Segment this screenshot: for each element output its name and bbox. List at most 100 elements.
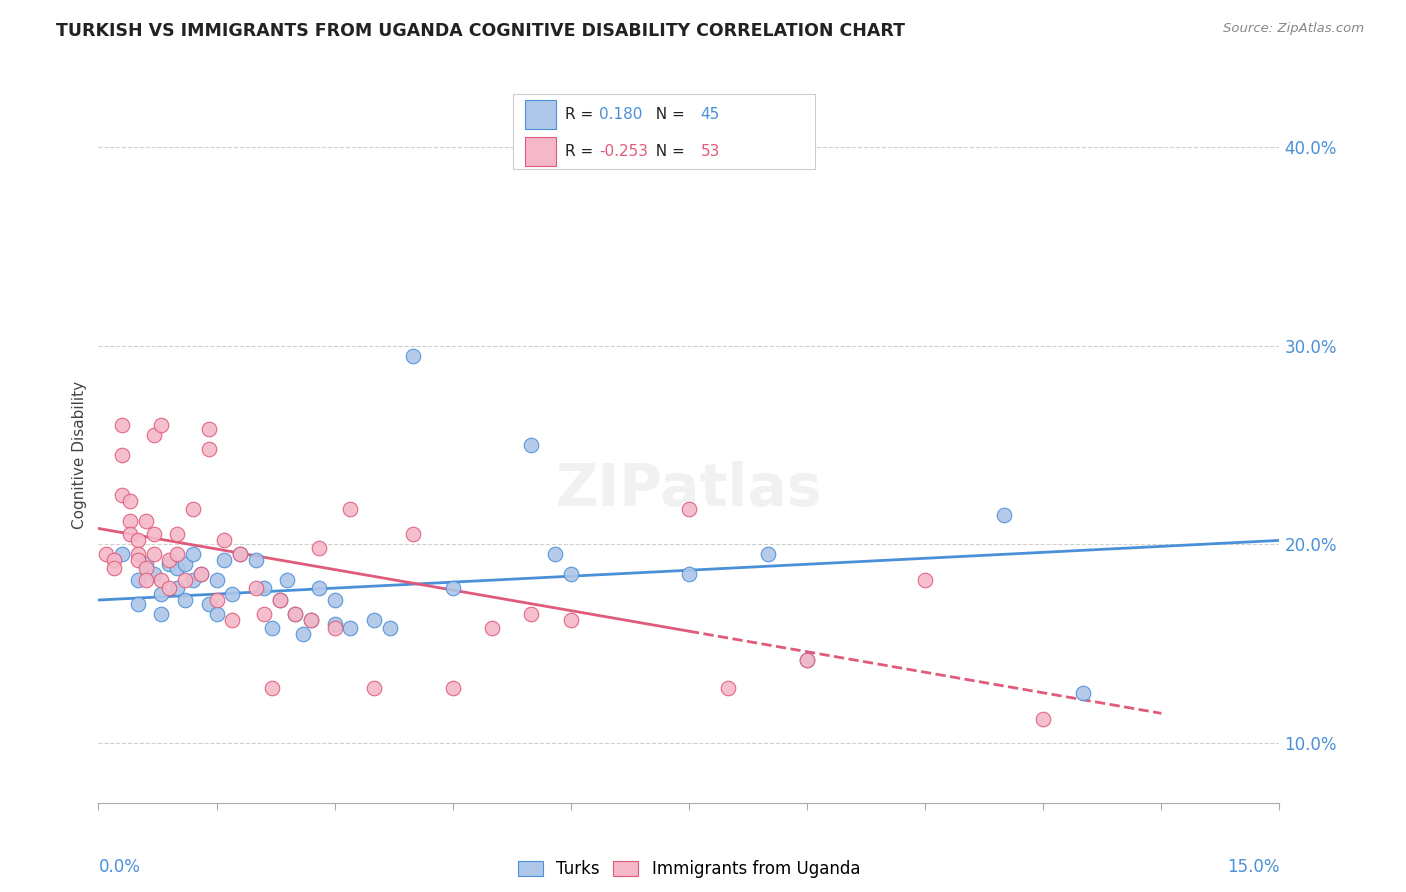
- Point: [260, 621, 283, 635]
- Bar: [526, 136, 555, 166]
- Point: [1032, 712, 1054, 726]
- Point: [127, 553, 149, 567]
- Point: [678, 567, 700, 582]
- Point: [150, 418, 173, 433]
- Text: 0.180: 0.180: [599, 107, 643, 122]
- FancyBboxPatch shape: [513, 94, 815, 169]
- Point: [135, 558, 157, 572]
- Point: [756, 547, 779, 561]
- Point: [363, 613, 385, 627]
- Point: [339, 621, 361, 635]
- Point: [245, 581, 267, 595]
- Point: [190, 567, 212, 582]
- Point: [127, 573, 149, 587]
- Point: [229, 547, 252, 561]
- Point: [993, 508, 1015, 522]
- Point: [174, 593, 197, 607]
- Point: [205, 573, 228, 587]
- Point: [118, 527, 141, 541]
- Point: [284, 607, 307, 621]
- Point: [1071, 686, 1094, 700]
- Point: [174, 573, 197, 587]
- Point: [363, 681, 385, 695]
- Point: [229, 547, 252, 561]
- Text: ZIPatlas: ZIPatlas: [555, 461, 823, 518]
- Text: 15.0%: 15.0%: [1227, 858, 1279, 877]
- Point: [402, 349, 425, 363]
- Point: [118, 493, 141, 508]
- Point: [221, 587, 243, 601]
- Point: [560, 613, 582, 627]
- Point: [181, 501, 204, 516]
- Point: [253, 581, 276, 595]
- Point: [544, 547, 567, 561]
- Point: [142, 567, 165, 582]
- Point: [142, 547, 165, 561]
- Point: [197, 422, 219, 436]
- Text: -0.253: -0.253: [599, 144, 648, 159]
- Y-axis label: Cognitive Disability: Cognitive Disability: [72, 381, 87, 529]
- Point: [205, 607, 228, 621]
- Text: Source: ZipAtlas.com: Source: ZipAtlas.com: [1223, 22, 1364, 36]
- Point: [174, 558, 197, 572]
- Point: [323, 593, 346, 607]
- Legend: Turks, Immigrants from Uganda: Turks, Immigrants from Uganda: [512, 854, 866, 885]
- Point: [150, 607, 173, 621]
- Text: R =: R =: [565, 107, 598, 122]
- Point: [253, 607, 276, 621]
- Text: 0.0%: 0.0%: [98, 858, 141, 877]
- Point: [157, 558, 180, 572]
- Point: [135, 561, 157, 575]
- Point: [111, 418, 134, 433]
- Point: [441, 681, 464, 695]
- Text: R =: R =: [565, 144, 598, 159]
- Point: [157, 581, 180, 595]
- Point: [481, 621, 503, 635]
- Point: [678, 501, 700, 516]
- Point: [142, 527, 165, 541]
- Point: [127, 533, 149, 548]
- Point: [150, 587, 173, 601]
- Point: [181, 573, 204, 587]
- Point: [292, 627, 315, 641]
- Point: [520, 438, 543, 452]
- Point: [214, 533, 236, 548]
- Point: [520, 607, 543, 621]
- Point: [103, 561, 125, 575]
- Point: [197, 442, 219, 456]
- Point: [150, 573, 173, 587]
- Point: [111, 547, 134, 561]
- Text: TURKISH VS IMMIGRANTS FROM UGANDA COGNITIVE DISABILITY CORRELATION CHART: TURKISH VS IMMIGRANTS FROM UGANDA COGNIT…: [56, 22, 905, 40]
- Point: [796, 653, 818, 667]
- Point: [323, 621, 346, 635]
- Point: [717, 681, 740, 695]
- Point: [135, 514, 157, 528]
- Point: [441, 581, 464, 595]
- Text: 53: 53: [700, 144, 720, 159]
- Point: [127, 547, 149, 561]
- Point: [269, 593, 291, 607]
- Point: [118, 514, 141, 528]
- Point: [166, 527, 188, 541]
- Point: [260, 681, 283, 695]
- Point: [245, 553, 267, 567]
- Point: [308, 581, 330, 595]
- Point: [214, 553, 236, 567]
- Point: [323, 616, 346, 631]
- Point: [157, 553, 180, 567]
- Point: [402, 527, 425, 541]
- Point: [299, 613, 322, 627]
- Point: [190, 567, 212, 582]
- Point: [166, 561, 188, 575]
- Point: [560, 567, 582, 582]
- Point: [269, 593, 291, 607]
- Point: [103, 553, 125, 567]
- Text: N =: N =: [647, 107, 690, 122]
- Point: [197, 597, 219, 611]
- Point: [276, 573, 298, 587]
- Text: N =: N =: [647, 144, 690, 159]
- Point: [308, 541, 330, 556]
- Text: 45: 45: [700, 107, 720, 122]
- Point: [111, 448, 134, 462]
- Point: [378, 621, 401, 635]
